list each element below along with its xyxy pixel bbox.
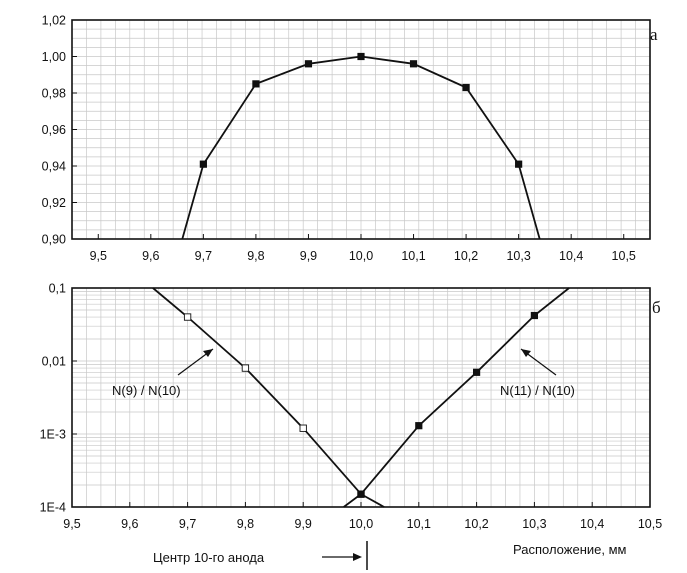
panel-a-series [181, 52, 541, 240]
panel-a-y-ticks: 0,90 0,92 0,94 0,96 0,98 1,00 1,02 [42, 14, 77, 247]
pa-x-tick-label: 10,5 [612, 249, 636, 263]
panel-b-series [152, 287, 570, 508]
panel-b-y-ticks: 1E-4 1E-3 0,01 0,1 [40, 282, 77, 515]
center-anode-arrow-head [353, 553, 362, 561]
pb-series-1-point [357, 490, 365, 498]
panel-a-x-ticks: 9,5 9,6 9,7 9,8 9,9 10,0 10,1 10,2 10,3 10,4 10,5 [90, 234, 636, 263]
pb-series-0-line [152, 287, 385, 508]
panel-b-chart: 9,5 9,6 9,7 9,8 9,9 10,0 10,1 10,2 10,3 10,4 10,5 … [40, 282, 662, 570]
pa-x-tick-label: 10,2 [454, 249, 478, 263]
pb-series-1-point [472, 368, 481, 376]
pa-y-tick-label: 0,94 [42, 160, 66, 174]
center-anode-label: Центр 10-го анода [153, 550, 265, 565]
pa-y-tick-label: 0,90 [42, 233, 66, 247]
x-axis-label: Расположение, мм [513, 542, 627, 557]
pb-x-tick-label: 10,0 [349, 517, 373, 531]
pa-series-0-point [462, 83, 470, 92]
pa-x-tick-label: 10,3 [506, 249, 530, 263]
panel-a-grid [72, 20, 650, 239]
panel-b-letter: б [652, 298, 661, 317]
left-series-pointer-head [203, 349, 213, 357]
pb-y-tick-label: 1E-4 [40, 501, 66, 515]
pb-y-tick-label: 0,01 [42, 355, 66, 369]
left-series-label: N(9) / N(10) [112, 383, 181, 398]
pb-x-tick-label: 9,6 [121, 517, 138, 531]
pa-y-tick-label: 1,02 [42, 14, 66, 28]
pb-y-tick-label: 1E-3 [40, 428, 66, 442]
panel-b-grid [72, 288, 650, 507]
pb-x-tick-label: 9,9 [295, 517, 312, 531]
pb-x-tick-label: 9,7 [179, 517, 196, 531]
right-series-label: N(11) / N(10) [500, 383, 575, 398]
panel-b-x-ticks: 9,5 9,6 9,7 9,8 9,9 10,0 10,1 10,2 10,3 10,4 10,5 [63, 502, 662, 531]
pa-series-0-point [252, 80, 260, 88]
pa-x-tick-label: 9,9 [300, 249, 317, 263]
pb-x-tick-label: 10,1 [407, 517, 431, 531]
pa-x-tick-label: 10,1 [401, 249, 425, 263]
pa-x-tick-label: 9,6 [142, 249, 159, 263]
pa-x-tick-label: 10,4 [559, 249, 583, 263]
pb-x-tick-label: 10,3 [522, 517, 546, 531]
pa-x-tick-label: 9,7 [195, 249, 212, 263]
pa-series-0-point [304, 60, 313, 68]
pa-y-tick-label: 0,92 [42, 196, 66, 210]
pa-series-0-point [409, 60, 418, 68]
pa-y-tick-label: 1,00 [42, 50, 66, 64]
pb-series-1-point [530, 311, 539, 320]
pb-x-tick-label: 10,2 [464, 517, 488, 531]
pa-x-tick-label: 10,0 [349, 249, 373, 263]
pa-y-tick-label: 0,98 [42, 87, 66, 101]
pb-x-tick-label: 9,5 [63, 517, 80, 531]
pb-series-0-point [299, 424, 307, 432]
panel-a-chart: 9,5 9,6 9,7 9,8 9,9 10,0 10,1 10,2 10,3 10,4 10,5 … [42, 14, 658, 264]
panel-a-letter: а [650, 25, 658, 44]
right-series-pointer-head [521, 349, 531, 357]
pa-x-tick-label: 9,8 [247, 249, 264, 263]
pb-x-tick-label: 10,4 [580, 517, 604, 531]
pa-y-tick-label: 0,96 [42, 123, 66, 137]
pa-x-tick-label: 9,5 [90, 249, 107, 263]
pb-x-tick-label: 10,5 [638, 517, 662, 531]
pb-series-1-point [415, 422, 423, 430]
pa-series-0-point [515, 160, 523, 168]
pb-series-0-point [183, 313, 192, 321]
pb-series-0-point [241, 364, 250, 372]
pb-y-tick-label: 0,1 [49, 282, 66, 296]
pa-series-0-point [199, 160, 207, 168]
pb-x-tick-label: 9,8 [237, 517, 254, 531]
pa-series-0-point [357, 52, 365, 61]
